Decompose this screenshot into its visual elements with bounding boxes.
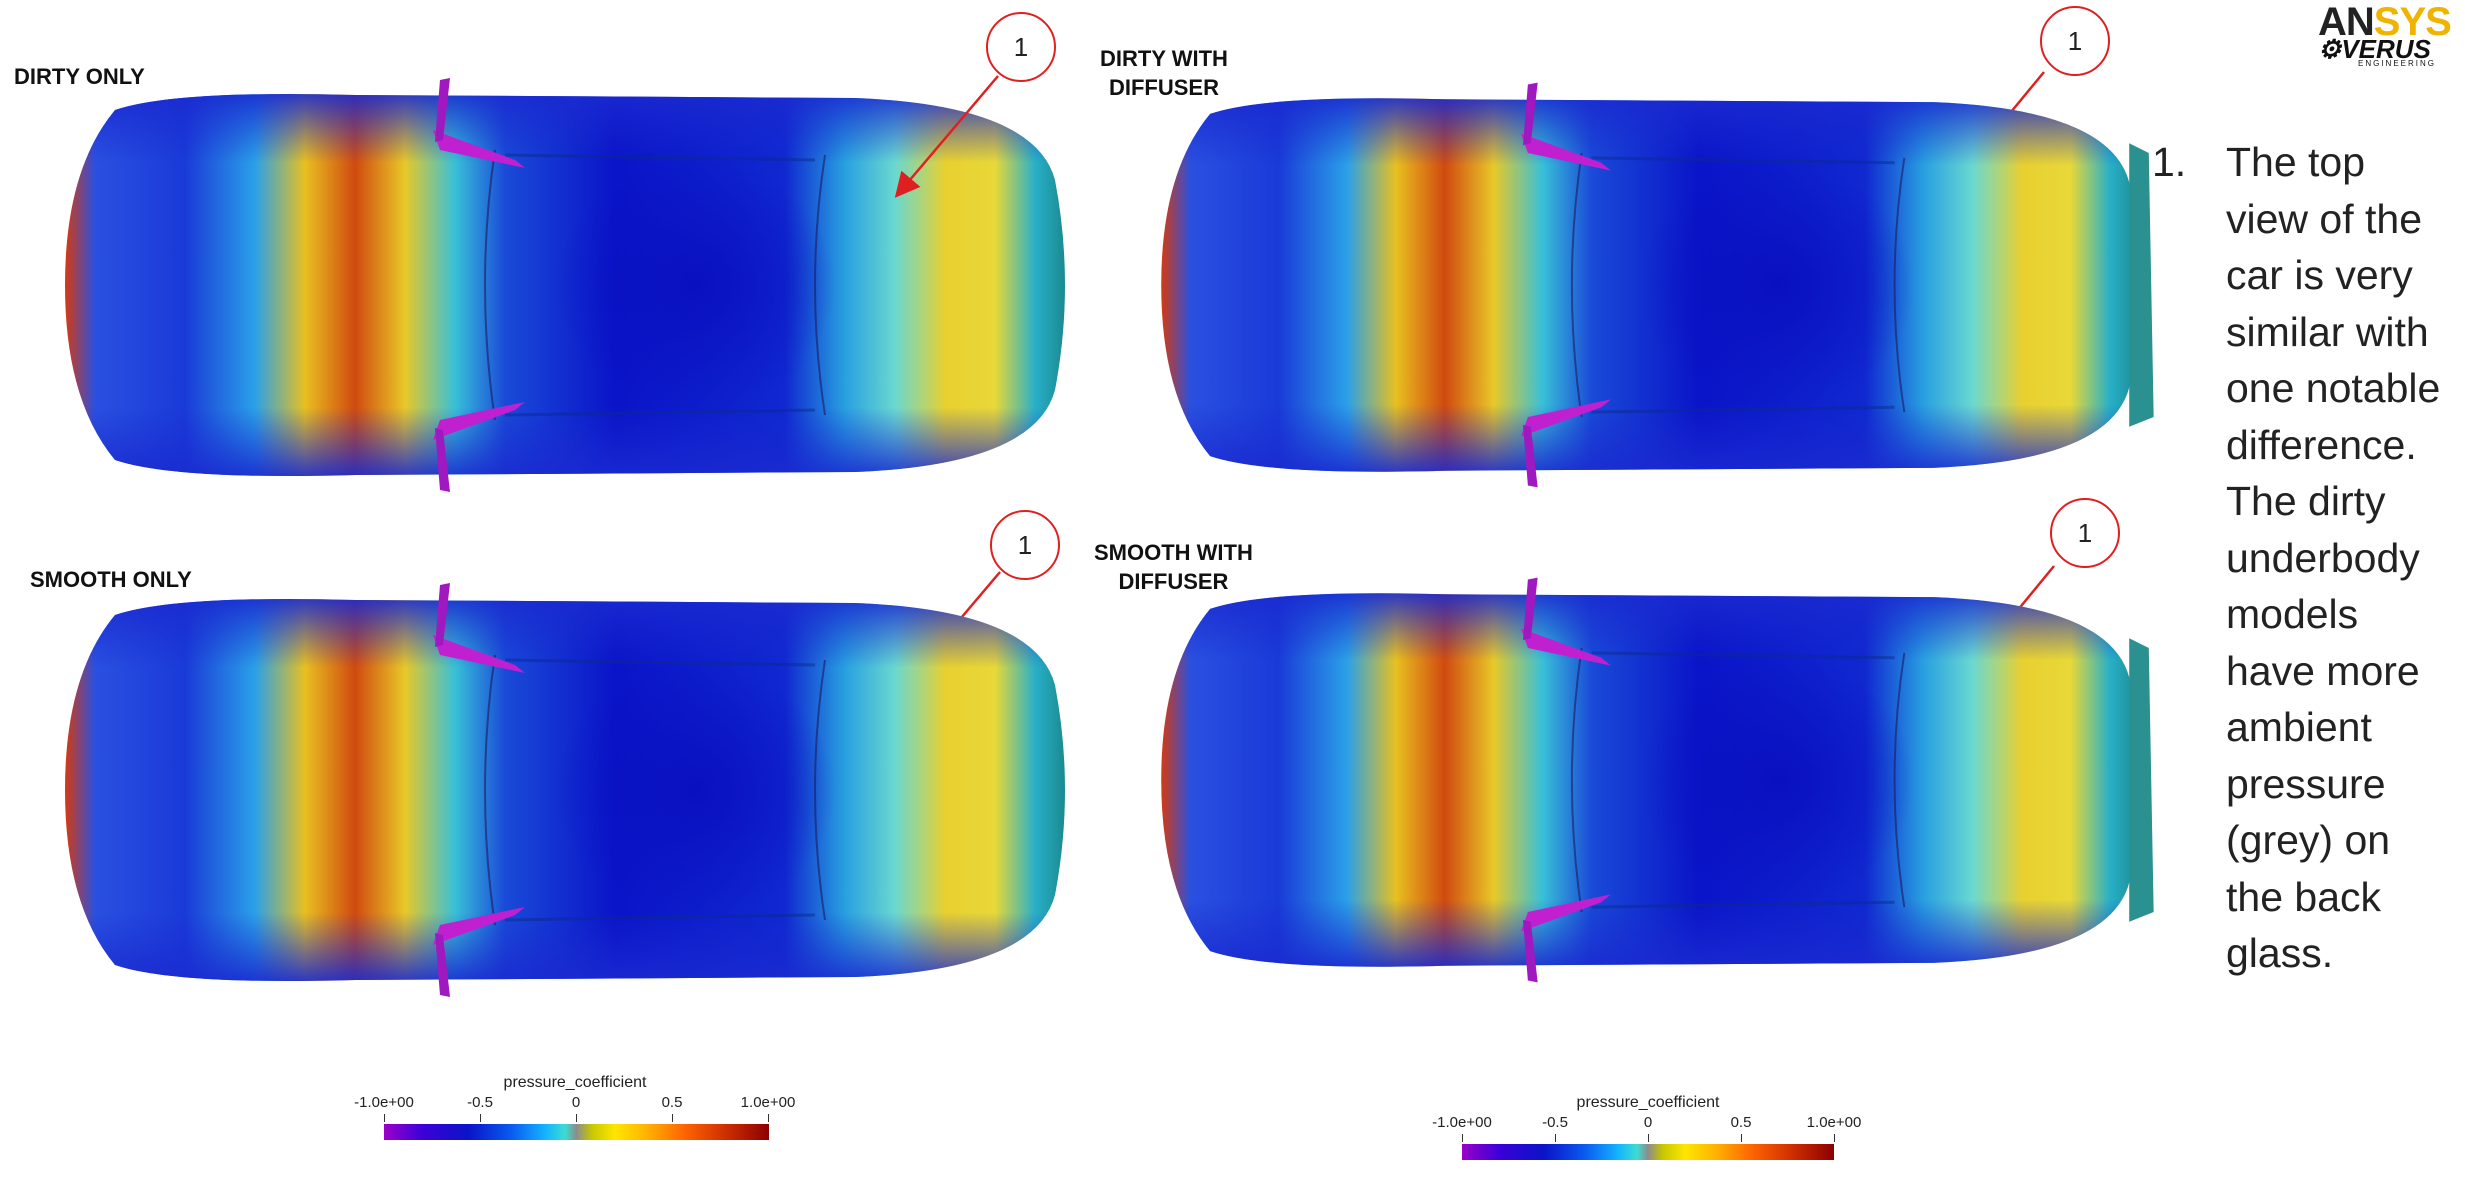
note-line: difference.: [2226, 421, 2417, 468]
verus-text: VERUS: [2341, 34, 2431, 64]
verus-wordmark: ⚙VERUS: [2318, 36, 2431, 62]
colorbar-tick-mark: [1741, 1134, 1742, 1142]
callout-number: 1: [1013, 31, 1029, 62]
panel-label-line: DIFFUSER: [1108, 75, 1219, 100]
callout-marker-1: 1: [986, 12, 1056, 82]
colorbar-tick-mark: [1834, 1134, 1835, 1142]
panel-label-smooth-only: SMOOTH ONLY: [30, 565, 192, 594]
note-line: pressure: [2226, 760, 2386, 807]
colorbar-tick-label: -1.0e+00: [1432, 1114, 1492, 1131]
colorbar-tick-label: -0.5: [1542, 1114, 1568, 1131]
colorbar-tick-mark: [768, 1114, 769, 1122]
panel-label-line: DIRTY ONLY: [14, 64, 145, 89]
colorbar-tick-label: 0.5: [661, 1094, 683, 1111]
note-line: The dirty: [2226, 478, 2386, 524]
panel-label-line: DIRTY WITH: [1100, 46, 1228, 71]
note-line: similar with: [2226, 308, 2429, 355]
colorbar-gradient: [384, 1124, 769, 1140]
note-line: car is very: [2226, 252, 2413, 298]
panel-label-line: DIFFUSER: [1118, 569, 1229, 594]
panel-label-dirty-only: DIRTY ONLY: [14, 62, 145, 91]
note-line: The top: [2226, 139, 2366, 185]
note-line: ambient: [2226, 704, 2372, 750]
colorbar-tick-label: 0: [1643, 1114, 1653, 1131]
callout-marker-4: 1: [2050, 498, 2120, 568]
note-line: one notable: [2226, 365, 2441, 411]
panel-label-dirty-with-diffuser: DIRTY WITH DIFFUSER: [1100, 44, 1228, 102]
colorbar-title: pressure_coefficient: [503, 1074, 647, 1091]
colorbar-tick-mark: [384, 1114, 385, 1122]
ansys-wordmark-sys: SYS: [2373, 0, 2452, 44]
colorbar-tick-label: 1.0e+00: [1806, 1114, 1862, 1131]
ansys-wordmark-an: AN: [2318, 0, 2375, 44]
callout-marker-3: 1: [990, 510, 1060, 580]
colorbar-tick-label: 0.5: [1730, 1114, 1752, 1131]
panel-label-line: SMOOTH WITH: [1094, 540, 1253, 565]
ansys-verus-logo: ANSYS ⚙VERUS ENGINEERING: [2318, 2, 2460, 68]
callout-marker-2: 1: [2040, 6, 2110, 76]
colorbar-gradient: [1462, 1144, 1834, 1160]
car-pressure-plot-dirty-with-diffuser: [1161, 82, 2154, 488]
car-pressure-plot-smooth-with-diffuser: [1161, 577, 2154, 983]
car-pressure-plot-smooth-only: [65, 583, 1065, 997]
colorbar-title: pressure_coefficient: [1576, 1094, 1720, 1111]
panel-label-line: SMOOTH ONLY: [30, 567, 192, 592]
note-number: 1.: [2152, 139, 2187, 185]
note-line: (grey) on: [2226, 817, 2391, 863]
note-line: have more: [2226, 647, 2420, 694]
note-line: models: [2226, 591, 2359, 637]
callout-number: 1: [2067, 25, 2083, 56]
callout-number: 1: [2077, 517, 2093, 548]
colorbar-tick-mark: [576, 1114, 577, 1122]
car-pressure-plot-dirty-only: [65, 78, 1065, 492]
engineering-text: ENGINEERING: [2358, 59, 2437, 68]
verus-gear-icon: ⚙: [2318, 34, 2342, 64]
callout-number: 1: [1017, 529, 1033, 560]
colorbar-tick-label: 1.0e+00: [740, 1094, 796, 1111]
note-line: view of the: [2226, 195, 2422, 242]
colorbar-tick-mark: [480, 1114, 481, 1122]
colorbar-tick-mark: [1555, 1134, 1556, 1142]
panel-label-smooth-with-diffuser: SMOOTH WITH DIFFUSER: [1094, 538, 1253, 596]
colorbar-tick-label: 0: [571, 1094, 581, 1111]
callout-arrow-1: [894, 75, 999, 198]
colorbar-tick-label: -0.5: [467, 1094, 493, 1111]
colorbar-tick-mark: [1462, 1134, 1463, 1142]
note-line: glass.: [2226, 930, 2334, 976]
note-line: the back: [2226, 873, 2381, 920]
colorbar-tick-label: -1.0e+00: [354, 1094, 414, 1111]
note-text: The top view of the car is very similar …: [2226, 134, 2465, 982]
ansys-wordmark: ANSYS: [2318, 0, 2452, 44]
colorbar-tick-mark: [672, 1114, 673, 1122]
colorbar-tick-mark: [1648, 1134, 1649, 1142]
note-line: underbody: [2226, 534, 2420, 581]
